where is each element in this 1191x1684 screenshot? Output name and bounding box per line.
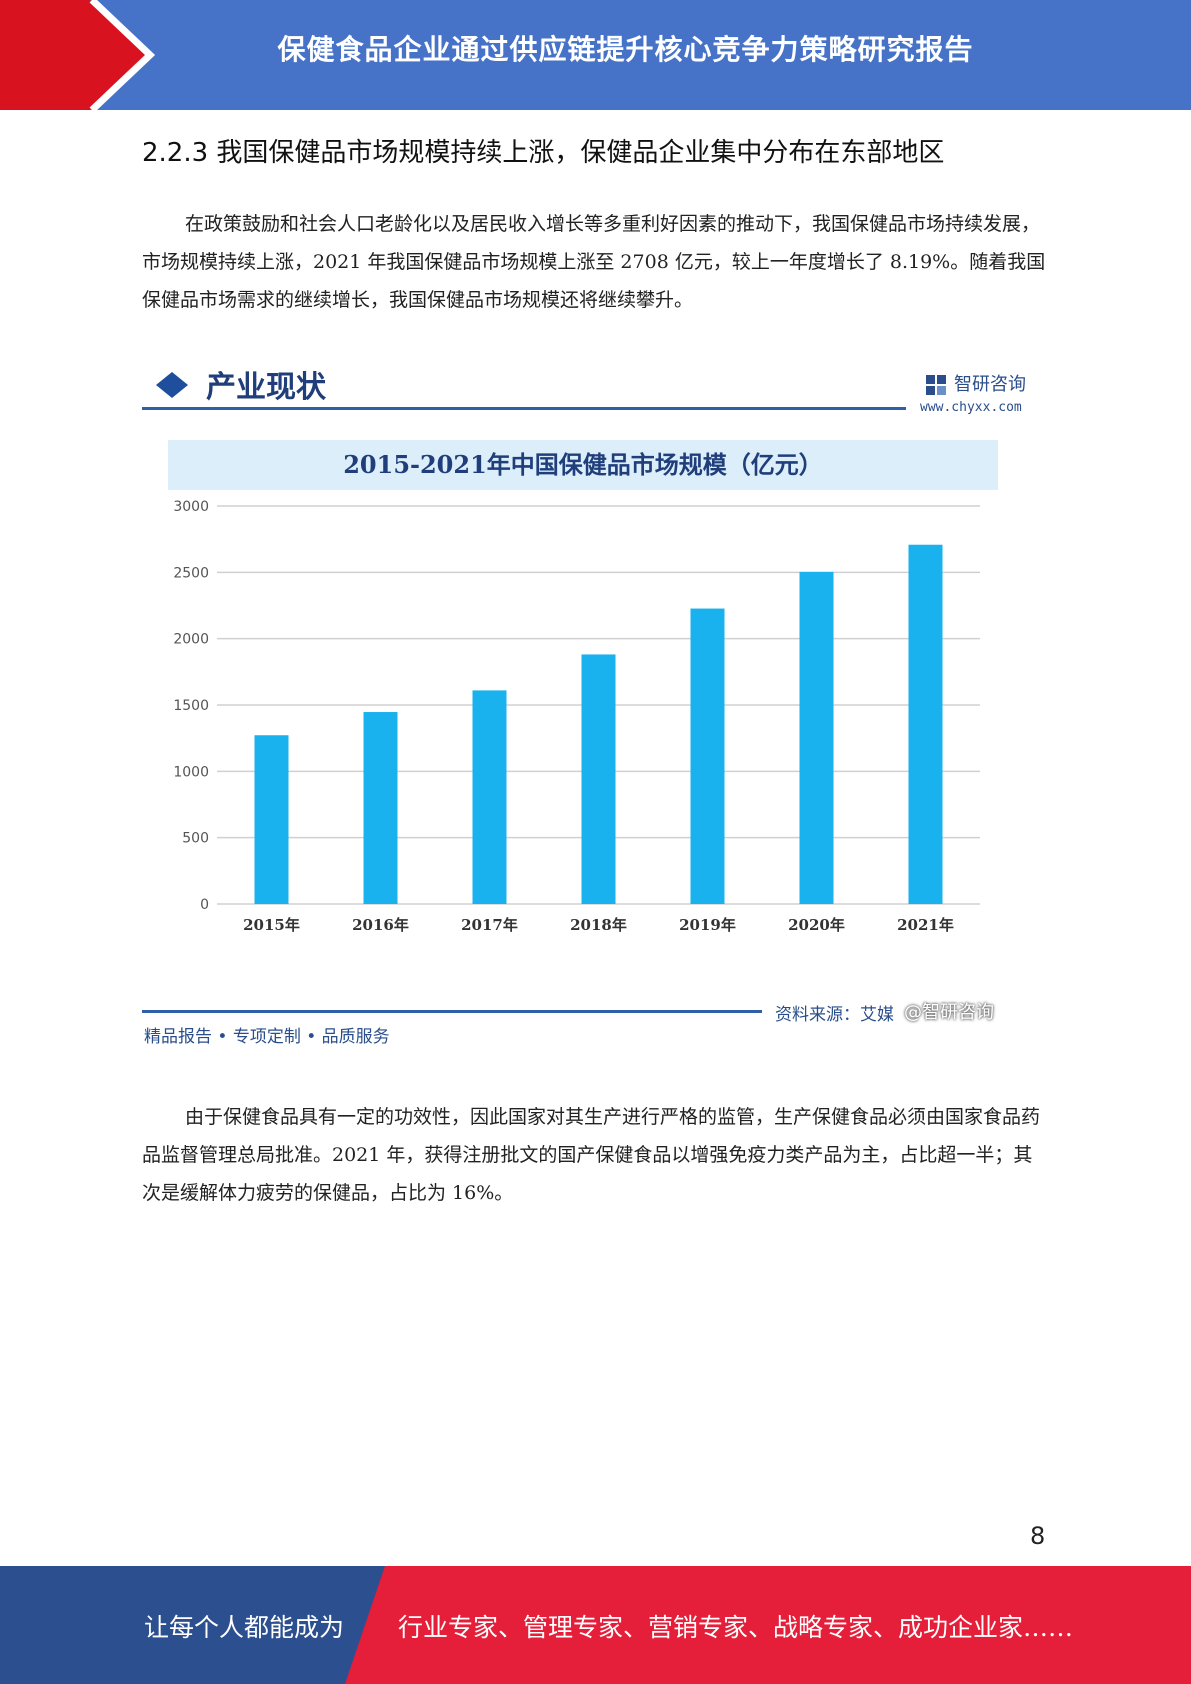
- footer-background: [0, 1566, 1191, 1684]
- paragraph-2: 由于保健食品具有一定的功效性，因此国家对其生产进行严格的监管，生产保健食品必须由…: [142, 1106, 1041, 1204]
- footer-slogan-left: 让每个人都能成为: [144, 1613, 345, 1642]
- bar-2017年: [472, 690, 507, 904]
- figure-source: 资料来源：艾媒: [775, 1005, 894, 1025]
- bar-2018年: [581, 654, 616, 904]
- y-tick-label: 1500: [173, 698, 209, 714]
- figure-footer-slogan: 精品报告 • 专项定制 • 品质服务: [144, 1027, 390, 1047]
- bar-2016年: [363, 712, 398, 904]
- header-decoration: [0, 0, 156, 110]
- bar-2021年: [908, 544, 943, 904]
- figure-attribution: @智研咨询: [904, 1002, 994, 1023]
- brand-name: 智研咨询: [954, 374, 1026, 395]
- bar-2015年: [254, 735, 289, 904]
- y-tick-label: 1000: [173, 764, 209, 780]
- page-header: 保健食品企业通过供应链提升核心竞争力策略研究报告: [0, 0, 1191, 110]
- x-tick-label: 2019年: [679, 916, 736, 934]
- footer-slogan-right: 行业专家、管理专家、营销专家、战略专家、成功企业家……: [398, 1613, 1074, 1642]
- page-number: 8: [1030, 1522, 1046, 1550]
- y-axis-ticks: 0 500 1000 1500 2000 2500 3000: [173, 499, 209, 913]
- x-tick-label: 2018年: [570, 916, 627, 934]
- chart-title: 2015-2021年中国保健品市场规模（亿元）: [168, 440, 998, 490]
- diamond-icon: [156, 372, 188, 398]
- y-tick-label: 500: [182, 831, 209, 847]
- bar-chart: 0 500 1000 1500 2000 2500 3000 2015年 2016年 2017年…: [173, 499, 980, 934]
- header-title: 保健食品企业通过供应链提升核心竞争力策略研究报告: [277, 33, 974, 66]
- brand-url: www.chyxx.com: [920, 400, 1022, 415]
- x-tick-label: 2021年: [897, 916, 954, 934]
- x-axis-ticks: 2015年 2016年 2017年 2018年 2019年 2020年 2021年: [243, 916, 954, 934]
- y-tick-label: 0: [200, 897, 209, 913]
- chart-figure: 产业现状 智研咨询 www.chyxx.com 2015-2021年中国保健品市…: [142, 360, 1046, 1050]
- x-tick-label: 2017年: [461, 916, 518, 934]
- y-tick-label: 2500: [173, 565, 209, 581]
- brand-logo-icon: [926, 375, 946, 395]
- x-tick-label: 2015年: [243, 916, 300, 934]
- x-tick-label: 2016年: [352, 916, 409, 934]
- bar-2020年: [799, 571, 834, 904]
- y-tick-label: 3000: [173, 499, 209, 515]
- figure-header-rule: [142, 407, 906, 410]
- bar-2019年: [690, 608, 725, 904]
- section-heading: 2.2.3 我国保健品市场规模持续上涨，保健品企业集中分布在东部地区: [142, 138, 945, 168]
- chart-bars: [254, 544, 943, 904]
- page-footer: 让每个人都能成为 行业专家、管理专家、营销专家、战略专家、成功企业家……: [0, 1566, 1191, 1684]
- y-tick-label: 2000: [173, 632, 209, 648]
- figure-header-title: 产业现状: [206, 370, 326, 405]
- paragraph-1: 在政策鼓励和社会人口老龄化以及居民收入增长等多重利好因素的推动下，我国保健品市场…: [142, 213, 1046, 311]
- figure-footer-rule: [142, 1010, 762, 1013]
- x-tick-label: 2020年: [788, 916, 845, 934]
